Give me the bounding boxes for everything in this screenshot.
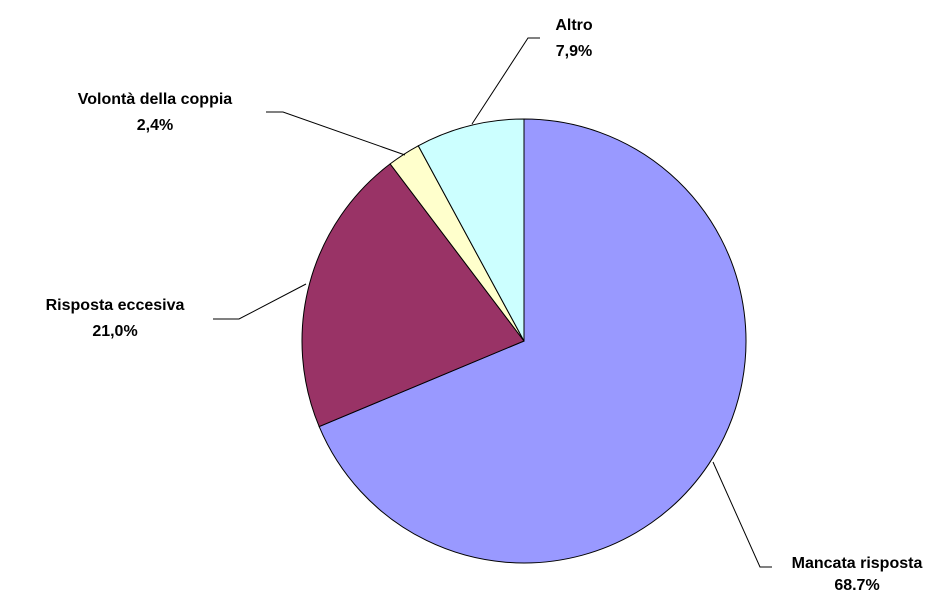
- leader-line-risposta-eccesiva: [213, 283, 307, 320]
- leader-line-altro: [471, 37, 540, 125]
- pie-slice-altro: [417, 118, 525, 342]
- slice-label-risposta-eccesiva: Risposta eccesiva: [46, 297, 185, 314]
- slices-layer: [301, 118, 747, 564]
- slice-label-altro: Altro: [555, 17, 593, 34]
- leader-line-volonta-della-coppia: [266, 111, 406, 156]
- leader-lines-layer: [213, 37, 772, 568]
- labels-layer: Mancata risposta 68.7% Risposta eccesiva 21…: [46, 17, 923, 592]
- leader-line-mancata-risposta: [712, 461, 772, 568]
- slice-value-risposta-eccesiva: 21,0%: [92, 323, 137, 340]
- pie-slice-risposta-eccesiva: [301, 163, 525, 428]
- slice-label-mancata-risposta: Mancata risposta: [792, 555, 923, 572]
- slice-value-volonta-della-coppia: 2,4%: [137, 117, 173, 134]
- slice-value-altro: 7,9%: [556, 43, 592, 60]
- pie-slice-mancata-risposta: [318, 118, 747, 564]
- slice-value-mancata-risposta: 68.7%: [834, 577, 879, 592]
- slice-label-volonta-della-coppia: Volontà della coppia: [78, 91, 232, 108]
